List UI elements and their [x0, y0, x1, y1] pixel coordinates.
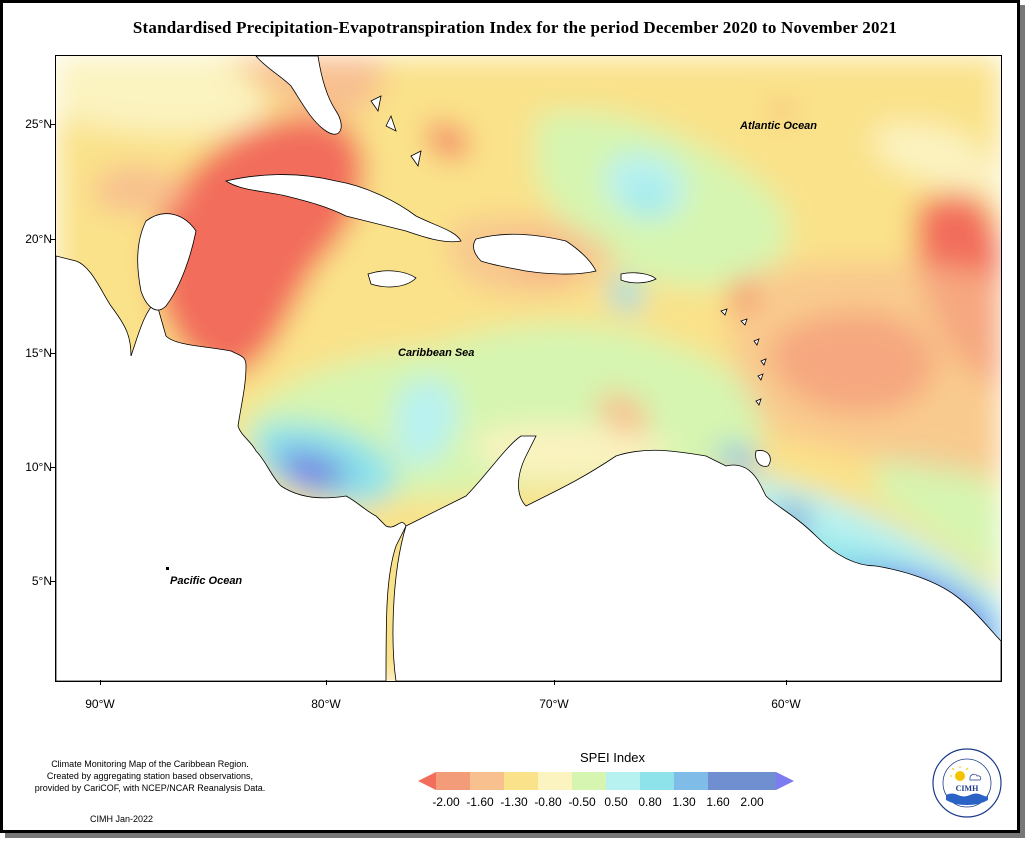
credits-block: Climate Monitoring Map of the Caribbean …: [30, 758, 270, 794]
atlantic-ocean-label: Atlantic Ocean: [740, 120, 818, 132]
lon-label: 60°W: [771, 697, 801, 711]
legend-title: SPEI Index: [580, 750, 646, 765]
legend-value: -2.00: [432, 795, 460, 809]
credit-date: CIMH Jan-2022: [90, 814, 154, 824]
pacific-ocean-label: Pacific Ocean: [170, 575, 243, 587]
legend-swatch: [504, 772, 538, 790]
lat-label: 25°N: [25, 117, 52, 131]
lon-label: 90°W: [85, 697, 115, 711]
legend-value: 1.60: [706, 795, 730, 809]
ytick-mark: [50, 239, 55, 240]
legend-swatch: [418, 772, 436, 790]
spei-map: [55, 55, 1002, 682]
legend-swatch: [674, 772, 708, 790]
legend-value: 2.00: [740, 795, 764, 809]
legend-swatch: [606, 772, 640, 790]
ytick-mark: [50, 353, 55, 354]
credit-line: Created by aggregating station based obs…: [46, 771, 254, 781]
legend-value: 0.50: [604, 795, 628, 809]
legend-swatch: [538, 772, 572, 790]
wave-icon: [946, 793, 988, 805]
legend-colorbar: [418, 772, 794, 790]
legend-swatch: [708, 772, 742, 790]
legend-value: -0.80: [534, 795, 562, 809]
lon-label: 70°W: [539, 697, 569, 711]
credit-line: provided by CariCOF, with NCEP/NCAR Rean…: [34, 783, 266, 793]
land-outlines: [56, 56, 1001, 681]
xtick-mark: [100, 680, 101, 685]
lon-label: 80°W: [311, 697, 341, 711]
legend-swatch: [470, 772, 504, 790]
cimh-logo-graphic: CIMH: [932, 748, 1002, 818]
legend-swatch: [572, 772, 606, 790]
cimh-logo: CIMH: [932, 748, 1002, 818]
legend-value: -0.50: [568, 795, 596, 809]
xtick-mark: [554, 680, 555, 685]
legend-value: -1.30: [500, 795, 528, 809]
pacific-marker: [166, 567, 169, 570]
legend-value: -1.60: [466, 795, 494, 809]
lat-label: 10°N: [25, 460, 52, 474]
legend-value: 0.80: [638, 795, 662, 809]
ytick-mark: [50, 581, 55, 582]
legend-swatch: [436, 772, 470, 790]
lat-label: 15°N: [25, 346, 52, 360]
logo-text: CIMH: [956, 784, 979, 793]
sun-icon: [955, 771, 965, 781]
ytick-mark: [50, 467, 55, 468]
map-title: Standardised Precipitation-Evapotranspir…: [132, 18, 898, 37]
credit-line: Climate Monitoring Map of the Caribbean …: [51, 759, 249, 769]
xtick-mark: [326, 680, 327, 685]
xtick-mark: [786, 680, 787, 685]
spei-map-canvas: [56, 56, 1001, 681]
lat-label: 20°N: [25, 232, 52, 246]
legend-swatch: [640, 772, 674, 790]
legend-swatch: [776, 772, 794, 790]
cloud-icon: [969, 773, 982, 781]
caribbean-sea-label: Caribbean Sea: [398, 347, 475, 359]
legend-value: 1.30: [672, 795, 696, 809]
ytick-mark: [50, 124, 55, 125]
lat-label: 5°N: [31, 574, 52, 588]
legend-swatch: [742, 772, 776, 790]
